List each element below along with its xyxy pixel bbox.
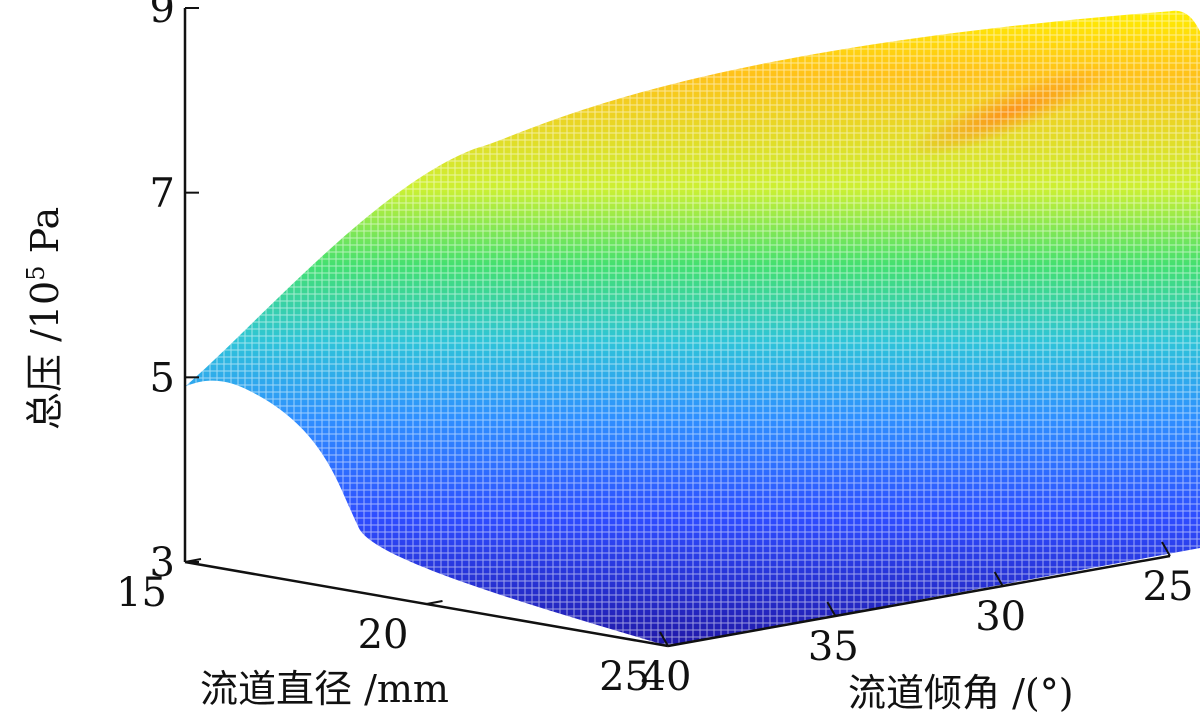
y-tick-2 xyxy=(826,601,837,617)
y-tick-label-2: 35 xyxy=(808,624,859,670)
x-tick-label-2: 25 xyxy=(599,654,650,700)
y-tick-1 xyxy=(993,571,1004,587)
x-tick-1 xyxy=(426,600,443,605)
x-tick-2 xyxy=(667,642,685,647)
x-tick-0 xyxy=(184,558,202,563)
surface-mesh xyxy=(185,10,1200,646)
z-axis-title-unit: Pa xyxy=(23,207,67,266)
y-tick-label-3: 40 xyxy=(641,654,692,700)
y-tick-label-0: 25 xyxy=(1143,564,1194,610)
y-axis-title: 流道倾角 /(°) xyxy=(848,671,1074,715)
z-axis-title-exp: 5 xyxy=(22,265,50,280)
z-axis-title: 总压 /105 Pa xyxy=(22,207,67,430)
y-axis-line xyxy=(667,554,1171,648)
z-axis-title-main: 总压 /10 xyxy=(23,281,67,430)
surface-group xyxy=(185,10,1200,646)
z-tick-label-2: 7 xyxy=(150,171,175,217)
x-axis-title: 流道直径 /mm xyxy=(200,667,449,711)
y-tick-0 xyxy=(1161,541,1171,557)
y-tick-3 xyxy=(659,631,669,647)
z-tick-label-3: 9 xyxy=(150,0,175,32)
x-tick-label-1: 20 xyxy=(358,612,409,658)
z-tick-label-0: 3 xyxy=(150,540,175,586)
x-tick-label-0: 15 xyxy=(116,570,167,616)
z-tick-label-1: 5 xyxy=(150,355,175,401)
y-tick-label-1: 30 xyxy=(975,594,1026,640)
